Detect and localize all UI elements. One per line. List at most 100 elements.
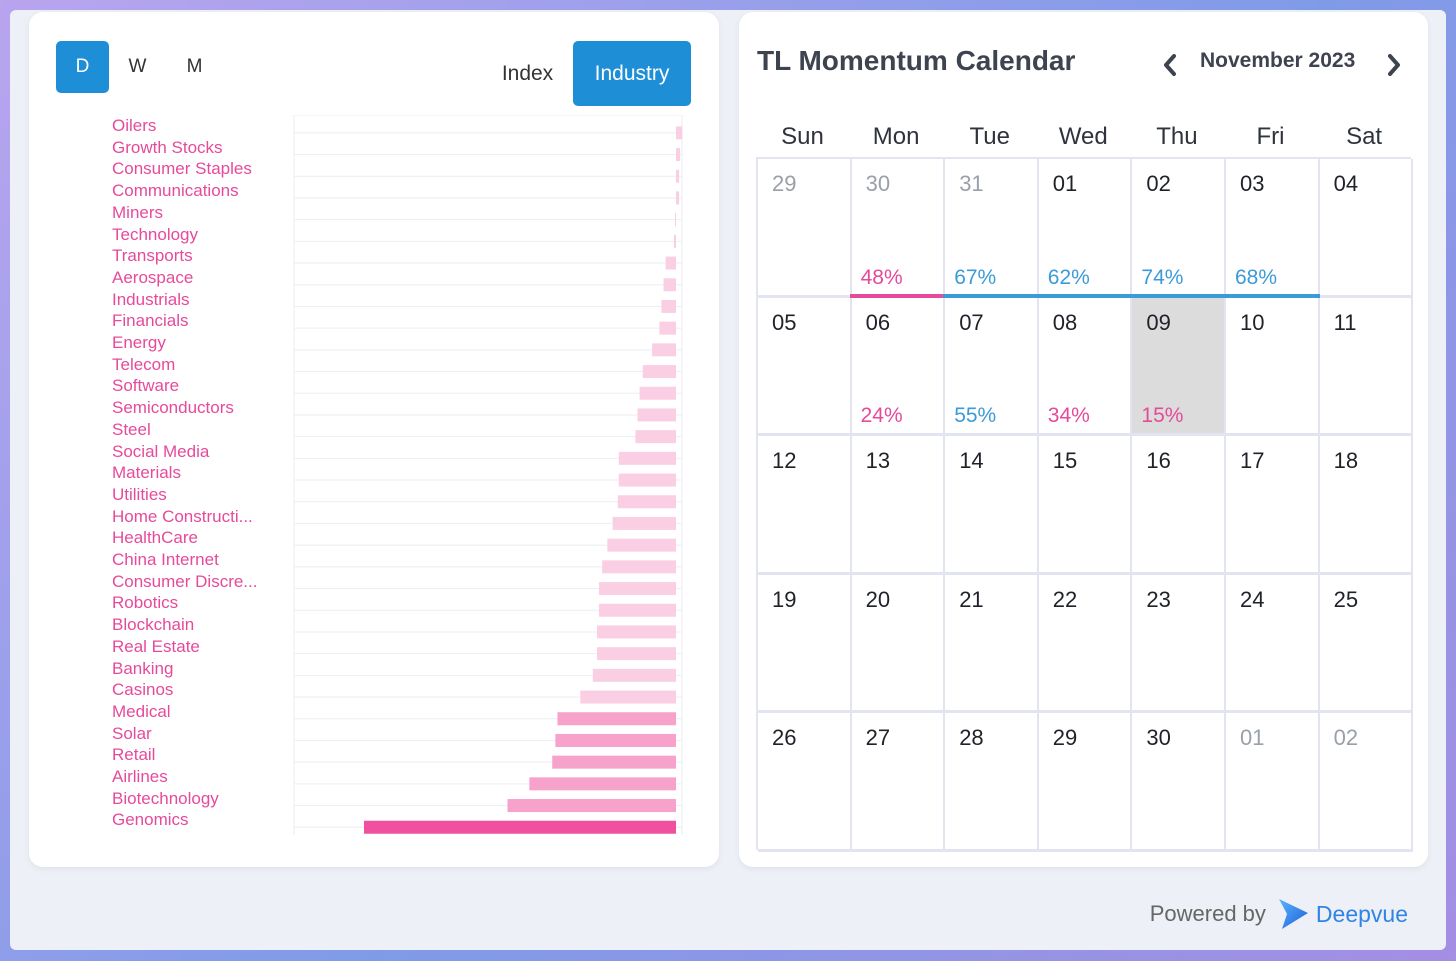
weekday-label: Wed bbox=[1058, 123, 1108, 150]
calendar-day-number: 01 bbox=[1240, 725, 1265, 751]
next-month-button[interactable] bbox=[1379, 50, 1409, 80]
chart-bar[interactable] bbox=[529, 777, 676, 791]
chart-bar[interactable] bbox=[618, 473, 676, 487]
chart-category-label: Semiconductors bbox=[112, 398, 234, 418]
calendar-day-percent: 24% bbox=[860, 404, 903, 428]
chart-bar[interactable] bbox=[580, 690, 676, 704]
calendar-day-cell[interactable]: 14 bbox=[945, 436, 1039, 575]
chart-bar[interactable] bbox=[596, 625, 676, 639]
chart-bar[interactable] bbox=[599, 603, 676, 617]
chart-bar[interactable] bbox=[635, 430, 676, 444]
chart-bar[interactable] bbox=[507, 799, 676, 813]
period-day-button[interactable]: D bbox=[56, 41, 109, 93]
calendar-day-cell[interactable]: 29 bbox=[1038, 713, 1133, 852]
chart-bar[interactable] bbox=[663, 278, 676, 292]
chart-category-label: Materials bbox=[112, 463, 181, 483]
chart-category-label: Technology bbox=[112, 224, 199, 244]
calendar-day-cell[interactable]: 11 bbox=[1319, 297, 1414, 437]
chart-category-label: Blockchain bbox=[112, 615, 195, 635]
calendar-day-cell[interactable]: 06 24% bbox=[851, 297, 946, 437]
period-month-button[interactable]: M bbox=[168, 41, 221, 93]
chart-bar[interactable] bbox=[676, 148, 681, 162]
chart-bar[interactable] bbox=[676, 191, 680, 205]
calendar-day-cell[interactable]: 25 bbox=[1319, 574, 1414, 714]
chevron-left-icon bbox=[1164, 54, 1176, 76]
calendar-day-cell[interactable]: 04 bbox=[1319, 159, 1414, 298]
chart-bar[interactable] bbox=[652, 343, 676, 357]
calendar-day-cell[interactable]: 20 bbox=[851, 574, 946, 714]
chart-category-label: Oilers bbox=[112, 116, 157, 135]
deepvue-brand[interactable]: Deepvue bbox=[1315, 900, 1408, 927]
calendar-day-cell[interactable]: 30 bbox=[1132, 713, 1226, 852]
calendar-day-cell[interactable]: 12 bbox=[758, 436, 852, 575]
chart-bar[interactable] bbox=[617, 495, 676, 509]
chart-bar[interactable] bbox=[592, 668, 676, 682]
calendar-day-cell[interactable]: 02 74% bbox=[1130, 159, 1226, 298]
calendar-day-number: 10 bbox=[1240, 309, 1265, 335]
calendar-day-cell[interactable]: 07 55% bbox=[945, 297, 1039, 437]
chart-bar[interactable] bbox=[659, 321, 676, 335]
calendar-day-cell[interactable]: 26 bbox=[758, 713, 852, 852]
chart-category-label: Home Constructi... bbox=[112, 506, 253, 526]
chart-category-label: Real Estate bbox=[112, 636, 200, 656]
calendar-day-cell[interactable]: 03 68% bbox=[1224, 159, 1320, 298]
chart-bar[interactable] bbox=[637, 408, 676, 422]
calendar-day-cell[interactable]: 22 bbox=[1038, 574, 1133, 714]
calendar-day-number: 27 bbox=[865, 725, 891, 751]
calendar-day-cell[interactable]: 10 bbox=[1226, 297, 1320, 437]
chart-bar[interactable] bbox=[552, 755, 676, 769]
chart-bar[interactable] bbox=[602, 560, 676, 574]
chart-bar[interactable] bbox=[673, 234, 676, 248]
calendar-day-cell[interactable]: 05 bbox=[758, 297, 852, 437]
industry-mode-button[interactable]: Industry bbox=[573, 41, 691, 106]
calendar-day-cell[interactable]: 31 67% bbox=[943, 159, 1039, 298]
calendar-day-bar bbox=[1036, 293, 1133, 298]
calendar-day-cell[interactable]: 29 bbox=[758, 159, 852, 298]
calendar-day-percent: 74% bbox=[1141, 265, 1184, 289]
calendar-day-cell[interactable]: 24 bbox=[1226, 574, 1320, 714]
calendar-day-cell[interactable]: 28 bbox=[945, 713, 1039, 852]
calendar-day-cell[interactable]: 09 15% bbox=[1132, 297, 1226, 437]
calendar-day-cell[interactable]: 17 bbox=[1226, 436, 1320, 575]
chart-bar[interactable] bbox=[596, 647, 676, 661]
calendar-day-number: 16 bbox=[1146, 448, 1171, 474]
chart-bar[interactable] bbox=[676, 126, 683, 140]
chart-bar[interactable] bbox=[599, 582, 676, 596]
calendar-day-cell[interactable]: 13 bbox=[851, 436, 946, 575]
chart-bar[interactable] bbox=[676, 169, 680, 183]
calendar-day-cell[interactable]: 27 bbox=[851, 713, 946, 852]
calendar-day-number: 26 bbox=[772, 725, 797, 751]
calendar-day-cell[interactable]: 02 bbox=[1319, 713, 1414, 852]
chart-bar[interactable] bbox=[661, 299, 676, 313]
prev-month-button[interactable] bbox=[1155, 50, 1185, 80]
chart-bar[interactable] bbox=[555, 733, 676, 747]
chart-category-label: Banking bbox=[112, 658, 174, 678]
calendar-day-number: 06 bbox=[865, 309, 891, 335]
calendar-day-cell[interactable]: 18 bbox=[1319, 436, 1414, 575]
chart-bar[interactable] bbox=[612, 516, 676, 530]
calendar-day-cell[interactable]: 01 bbox=[1226, 713, 1320, 852]
calendar-day-cell[interactable]: 08 34% bbox=[1038, 297, 1133, 437]
calendar-day-cell[interactable]: 30 48% bbox=[849, 159, 946, 298]
chart-bar[interactable] bbox=[557, 712, 676, 726]
period-week-button[interactable]: W bbox=[111, 41, 164, 93]
calendar-day-bar bbox=[943, 293, 1039, 298]
calendar-day-number: 22 bbox=[1052, 586, 1078, 612]
chart-bar[interactable] bbox=[642, 365, 676, 379]
calendar-day-cell[interactable]: 23 bbox=[1132, 574, 1226, 714]
calendar-day-cell[interactable]: 01 62% bbox=[1036, 159, 1133, 298]
powered-by-text: Powered by bbox=[1149, 901, 1266, 926]
calendar-day-cell[interactable]: 16 bbox=[1132, 436, 1226, 575]
calendar-day-bar bbox=[1130, 293, 1226, 298]
chart-bar[interactable] bbox=[364, 820, 676, 834]
chart-bar[interactable] bbox=[618, 451, 676, 465]
chart-bar[interactable] bbox=[665, 256, 676, 270]
calendar-day-cell[interactable]: 15 bbox=[1038, 436, 1133, 575]
calendar-day-number: 04 bbox=[1333, 171, 1359, 196]
chart-bar[interactable] bbox=[607, 538, 676, 552]
calendar-day-cell[interactable]: 19 bbox=[758, 574, 852, 714]
chart-bar[interactable] bbox=[639, 386, 676, 400]
chart-bar[interactable] bbox=[674, 213, 676, 227]
index-mode-button[interactable]: Index bbox=[485, 41, 570, 106]
calendar-day-cell[interactable]: 21 bbox=[945, 574, 1039, 714]
